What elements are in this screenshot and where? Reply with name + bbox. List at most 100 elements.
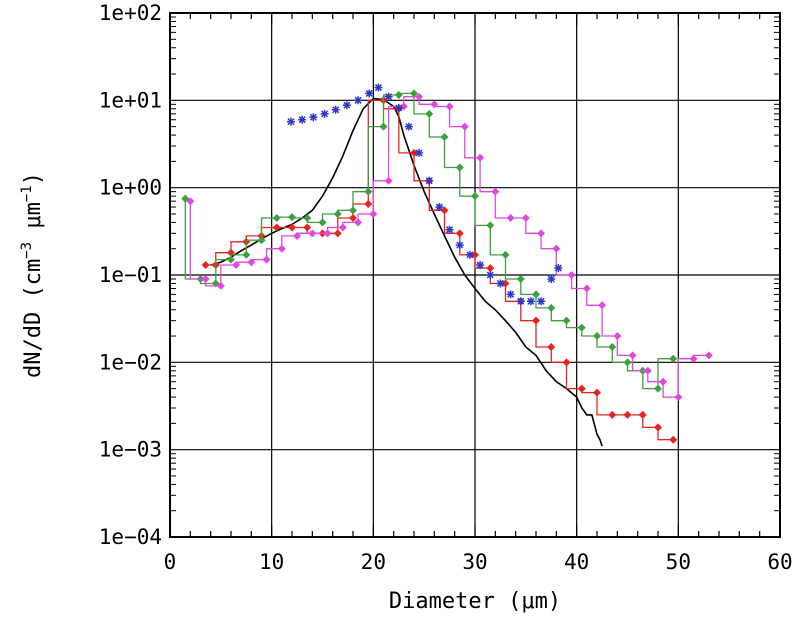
series-4 (286, 83, 563, 306)
data-point (552, 244, 561, 253)
data-point (354, 218, 363, 227)
data-point (410, 148, 418, 157)
data-point (435, 203, 444, 212)
data-point (704, 351, 713, 360)
data-point (608, 342, 617, 351)
series-3 (186, 92, 713, 402)
data-point (608, 410, 617, 419)
data-point (227, 255, 235, 264)
data-point (331, 105, 340, 114)
y-axis-title-exp1: −3 (19, 242, 35, 259)
data-point (496, 279, 505, 288)
data-point (333, 229, 342, 238)
series-1 (201, 96, 678, 444)
data-point (521, 213, 530, 222)
data-point (379, 122, 388, 131)
data-point (654, 384, 662, 393)
data-point (445, 225, 454, 234)
x-tick-label: 60 (767, 550, 792, 574)
data-point (567, 271, 576, 279)
data-point (349, 213, 357, 222)
data-point (532, 316, 540, 325)
data-point (582, 284, 591, 293)
y-tick-label: 1e−02 (99, 350, 162, 374)
data-point (410, 89, 418, 98)
data-point (659, 377, 668, 386)
data-point (369, 209, 378, 218)
series-2 (181, 89, 678, 393)
x-tick-label: 40 (564, 550, 589, 574)
data-point (364, 187, 373, 196)
series-line (210, 97, 603, 447)
data-point (654, 423, 662, 432)
data-point (320, 109, 329, 118)
data-point (537, 229, 546, 238)
data-point (471, 192, 479, 201)
y-axis-title-mid: μm (21, 202, 46, 242)
data-point (257, 236, 266, 245)
data-point (333, 209, 342, 218)
data-point (318, 218, 327, 227)
data-point (308, 229, 317, 238)
data-point (471, 250, 479, 259)
data-point (476, 153, 485, 162)
data-point (506, 213, 515, 222)
data-point (628, 351, 637, 360)
data-point (309, 113, 318, 122)
data-point (201, 274, 210, 283)
data-point (593, 332, 601, 341)
data-point (277, 244, 286, 253)
series-layer (181, 83, 713, 447)
data-point (374, 83, 383, 92)
data-point (445, 102, 454, 111)
data-point (288, 213, 296, 222)
data-point (415, 148, 424, 157)
data-point (562, 316, 571, 325)
data-point (365, 89, 374, 98)
data-point (547, 303, 556, 312)
x-tick-label: 20 (361, 550, 386, 574)
data-point (186, 197, 195, 206)
x-tick-label: 10 (259, 550, 284, 574)
data-point (455, 241, 464, 250)
x-tick-label: 50 (666, 550, 691, 574)
data-point (323, 229, 332, 238)
data-point (516, 274, 525, 283)
data-point (384, 176, 393, 185)
grid (170, 13, 780, 537)
data-point (623, 358, 632, 367)
ticks (169, 13, 781, 537)
data-point (465, 250, 474, 259)
x-axis-title: Diameter (μm) (389, 589, 561, 614)
data-point (272, 213, 281, 222)
data-point (262, 255, 271, 264)
data-point (598, 301, 607, 310)
data-point (486, 221, 495, 230)
data-point (242, 250, 251, 259)
data-point (342, 101, 351, 110)
data-point (689, 354, 698, 363)
data-point (338, 223, 347, 232)
data-point (440, 206, 449, 215)
x-tick-label: 30 (462, 550, 487, 574)
data-point (506, 290, 515, 299)
data-point (486, 271, 495, 279)
y-axis-title-prefix: dN/dD (cm (21, 259, 46, 378)
data-point (623, 410, 632, 419)
data-point (201, 261, 210, 270)
data-point (669, 435, 678, 444)
data-point (501, 250, 510, 259)
y-tick-labels: 1e−04 1e−03 1e−02 1e−01 1e+00 1e+01 1e+02 (99, 1, 162, 549)
data-point (430, 100, 439, 109)
data-point (232, 261, 241, 270)
data-point (247, 258, 256, 267)
data-point (440, 133, 449, 142)
data-point (394, 91, 403, 100)
x-tick-label: 0 (164, 550, 177, 574)
data-point (638, 410, 647, 419)
data-point (293, 231, 302, 240)
data-point (272, 223, 281, 232)
data-point (303, 223, 312, 232)
data-point (404, 122, 413, 131)
data-point (516, 297, 525, 306)
